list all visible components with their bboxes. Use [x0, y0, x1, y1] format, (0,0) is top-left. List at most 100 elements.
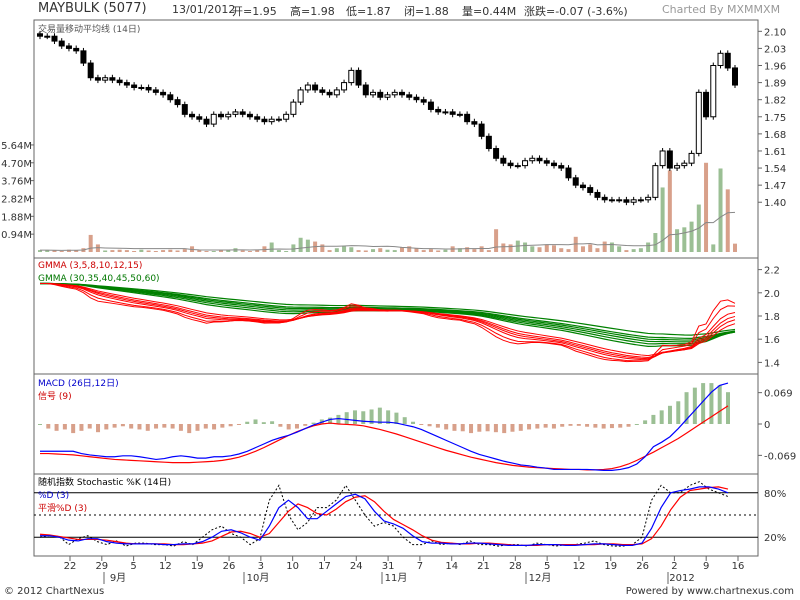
candle-body [254, 116, 261, 120]
volume-bar [588, 244, 593, 252]
candle-body [319, 89, 326, 93]
candle-body [203, 118, 210, 125]
volume-bar [580, 246, 585, 252]
candle-body [239, 111, 246, 115]
gmma-long-line [40, 282, 736, 336]
macd-histogram-bar [593, 424, 598, 428]
volume-bar [472, 249, 477, 252]
volume-bar [609, 242, 614, 252]
volume-bar [132, 251, 137, 252]
gmma-short-line [40, 283, 736, 362]
open-label: 开=1.95 [232, 5, 277, 18]
candle-body [333, 89, 340, 96]
stoch-d-line [40, 486, 729, 546]
volume-bar [276, 250, 281, 252]
macd-histogram-bar [220, 424, 225, 428]
macd-y-label: 0 [764, 420, 770, 431]
candle-body [210, 113, 217, 125]
macd-y-label: 0.069 [764, 389, 793, 400]
macd-histogram-bar [195, 424, 200, 431]
stoch-d-legend: %D (3) [38, 491, 69, 501]
macd-histogram-bar [601, 424, 606, 429]
candle-body [312, 84, 319, 91]
volume-bar [675, 229, 680, 252]
volume-bar [465, 247, 470, 252]
macd-histogram-bar [377, 407, 382, 424]
candle-body [493, 148, 500, 159]
macd-histogram-bar [170, 424, 175, 429]
volume-bar [646, 242, 651, 252]
stoch-sd-legend: 平滑%D (3) [38, 503, 87, 514]
candle-body [478, 123, 485, 137]
macd-histogram-bar [212, 424, 217, 430]
volume-ma-line [40, 211, 736, 251]
macd-histogram-bar [270, 421, 275, 424]
macd-histogram-bar [336, 414, 341, 424]
close-label: 闭=1.88 [404, 5, 449, 18]
volume-y-label: 5.64M [1, 141, 32, 152]
x-tick-label: 3 [258, 561, 264, 572]
volume-bar [733, 243, 737, 252]
candle-body [217, 113, 224, 118]
macd-histogram-bar [435, 424, 440, 428]
macd-histogram-bar [311, 422, 316, 424]
volume-bar [414, 248, 419, 252]
price-y-label: 1.54 [764, 164, 786, 175]
macd-histogram-bar [394, 412, 399, 424]
volume-y-label: 3.76M [1, 177, 32, 188]
candle-body [732, 67, 738, 86]
volume-bar [240, 250, 245, 252]
volume-bar [494, 229, 499, 252]
volume-bar [682, 227, 687, 252]
macd-histogram-bar [303, 424, 308, 426]
candle-body [427, 101, 434, 110]
candle-body [616, 199, 623, 202]
macd-histogram-bar [187, 424, 192, 434]
x-tick-label: 12 [573, 561, 586, 572]
x-tick-label: 24 [350, 561, 363, 572]
candle-body [536, 157, 543, 162]
candle-body [485, 135, 492, 150]
candle-body [500, 157, 507, 164]
candle-body [80, 50, 87, 64]
month-label: 10月 [247, 572, 270, 584]
volume-bar [711, 244, 716, 252]
candle-body [131, 84, 138, 88]
charted-by-label: Charted By MXMMXM [662, 3, 781, 16]
volume-bar [38, 250, 42, 252]
low-label: 低=1.87 [346, 5, 391, 18]
volume-bar [617, 246, 622, 252]
month-label: 2012 [669, 573, 694, 584]
candle-body [348, 69, 355, 84]
gmma-y-label: 1.6 [764, 335, 780, 346]
candle-body [283, 113, 290, 120]
macd-histogram-bar [543, 424, 548, 428]
candle-body [398, 91, 405, 96]
month-label: 11月 [385, 572, 408, 584]
candle-body [630, 199, 637, 203]
macd-histogram-bar [112, 424, 117, 428]
macd-histogram-bar [79, 424, 84, 431]
volume-bar [660, 187, 665, 252]
macd-histogram-bar [203, 424, 208, 429]
volume-bar [320, 244, 325, 252]
candle-body [304, 84, 311, 91]
volume-bar [443, 249, 448, 252]
candle-body [514, 165, 521, 168]
macd-histogram-bar [502, 424, 507, 434]
macd-histogram-bar [493, 424, 498, 433]
macd-histogram-bar [352, 410, 357, 424]
volume-bar [573, 236, 578, 252]
candle-body [152, 89, 159, 93]
candle-body [391, 91, 398, 96]
candle-body [73, 47, 80, 52]
volume-bar [638, 248, 643, 252]
macd-histogram-bar [692, 387, 697, 424]
x-tick-label: 5 [130, 561, 136, 572]
x-tick-label: 10 [286, 561, 299, 572]
volume-bar [718, 168, 723, 252]
volume-bar [486, 250, 491, 252]
volume-bar [595, 248, 600, 252]
volume-y-label: 2.82M [1, 194, 32, 205]
volume-bar [124, 250, 129, 252]
